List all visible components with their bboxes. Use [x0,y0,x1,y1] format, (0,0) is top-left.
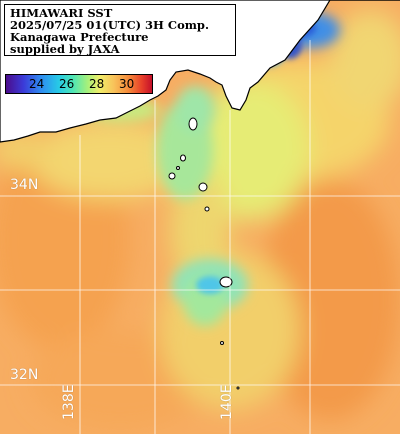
island-hachijojima [219,276,233,288]
colorbar-tick-28: 28 [89,77,105,91]
title-region: Kanagawa Prefecture [10,30,149,44]
title-satellite: HIMAWARI SST [10,6,113,20]
lat-label-34n: 34N [10,177,39,193]
sst-colorbar: 24 26 28 30 [5,74,153,94]
colorbar-tick-26: 26 [59,77,75,91]
lon-label-138e: 138E [61,384,77,420]
islands [168,117,240,390]
island-aogashima [220,341,224,345]
island-shikinejima [176,166,180,170]
lat-label-32n: 32N [10,367,39,383]
title-block: HIMAWARI SST 2025/07/25 01(UTC) 3H Comp.… [4,4,236,56]
island-miyakejima [198,182,208,192]
title-credit: supplied by JAXA [10,42,120,56]
island-oshima [188,117,198,131]
lon-label-140e: 140E [219,384,235,420]
island-small [236,386,240,390]
sst-patches [0,10,400,430]
island-toshima [180,154,186,162]
island-niijima [168,172,176,180]
graticule [0,40,400,434]
colorbar-tick-30: 30 [119,77,135,91]
title-datetime: 2025/07/25 01(UTC) 3H Comp. [10,18,209,32]
island-mikurajima [204,206,210,212]
colorbar-tick-24: 24 [29,77,45,91]
